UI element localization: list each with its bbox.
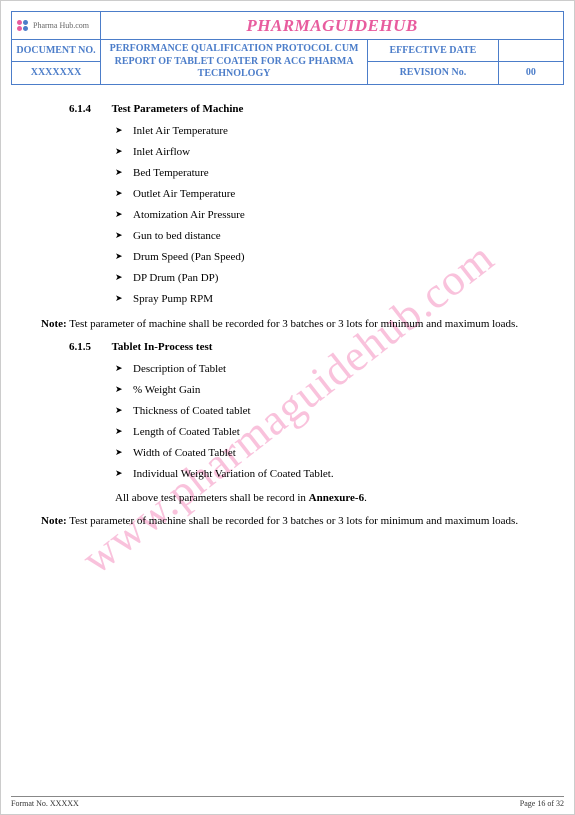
brand-title: PHARMAGUIDEHUB bbox=[101, 12, 564, 40]
logo-dots-icon bbox=[16, 20, 30, 32]
list-item: Width of Coated Tablet bbox=[115, 447, 534, 459]
list-item: Thickness of Coated tablet bbox=[115, 405, 534, 417]
effective-date-value bbox=[498, 40, 563, 62]
annexure-line: All above test parameters shall be recor… bbox=[115, 492, 534, 504]
section-614-list: Inlet Air Temperature Inlet Airflow Bed … bbox=[115, 125, 534, 305]
list-item: Bed Temperature bbox=[115, 167, 534, 179]
header-table: Pharma Hub.com PHARMAGUIDEHUB DOCUMENT N… bbox=[11, 11, 564, 85]
section-615-num: 6.1.5 bbox=[69, 341, 109, 353]
section-614-title: Test Parameters of Machine bbox=[112, 103, 244, 115]
footer-format-no: Format No. XXXXX bbox=[11, 799, 79, 808]
footer-page-no: Page 16 of 32 bbox=[520, 799, 564, 808]
list-item: Individual Weight Variation of Coated Ta… bbox=[115, 468, 534, 480]
logo-text: Pharma Hub.com bbox=[33, 21, 89, 30]
note-2: Note: Test parameter of machine shall be… bbox=[41, 514, 534, 529]
list-item: DP Drum (Pan DP) bbox=[115, 272, 534, 284]
list-item: Gun to bed distance bbox=[115, 230, 534, 242]
doc-center-title: PERFORMANCE QUALIFICATION PROTOCOL CUM R… bbox=[101, 40, 368, 85]
content-body: 6.1.4 Test Parameters of Machine Inlet A… bbox=[11, 103, 564, 530]
section-615-list: Description of Tablet % Weight Gain Thic… bbox=[115, 363, 534, 480]
annexure-pre: All above test parameters shall be recor… bbox=[115, 492, 309, 504]
effective-date-label: EFFECTIVE DATE bbox=[368, 40, 499, 62]
list-item: Inlet Airflow bbox=[115, 146, 534, 158]
section-614-num: 6.1.4 bbox=[69, 103, 109, 115]
list-item: Outlet Air Temperature bbox=[115, 188, 534, 200]
list-item: Atomization Air Pressure bbox=[115, 209, 534, 221]
note-1: Note: Test parameter of machine shall be… bbox=[41, 317, 534, 332]
document-page: www.pharmaguidehub.com Pharma Hub.com PH… bbox=[1, 1, 574, 814]
doc-no-value: XXXXXXX bbox=[12, 62, 101, 84]
note-2-label: Note: bbox=[41, 515, 67, 527]
annexure-ref: Annexure-6 bbox=[309, 492, 364, 504]
note-2-text: Test parameter of machine shall be recor… bbox=[69, 515, 518, 527]
list-item: Spray Pump RPM bbox=[115, 293, 534, 305]
list-item: Description of Tablet bbox=[115, 363, 534, 375]
list-item: Inlet Air Temperature bbox=[115, 125, 534, 137]
list-item: % Weight Gain bbox=[115, 384, 534, 396]
list-item: Drum Speed (Pan Speed) bbox=[115, 251, 534, 263]
doc-no-label: DOCUMENT NO. bbox=[12, 40, 101, 62]
list-item: Length of Coated Tablet bbox=[115, 426, 534, 438]
revision-label: REVISION No. bbox=[368, 62, 499, 84]
annexure-post: . bbox=[364, 492, 367, 504]
brand-logo: Pharma Hub.com bbox=[16, 20, 96, 32]
page-footer: Format No. XXXXX Page 16 of 32 bbox=[11, 796, 564, 808]
logo-cell: Pharma Hub.com bbox=[12, 12, 101, 40]
section-614-heading: 6.1.4 Test Parameters of Machine bbox=[69, 103, 534, 115]
section-615-title: Tablet In-Process test bbox=[112, 341, 213, 353]
note-1-label: Note: bbox=[41, 318, 67, 330]
section-615-heading: 6.1.5 Tablet In-Process test bbox=[69, 341, 534, 353]
revision-value: 00 bbox=[498, 62, 563, 84]
note-1-text: Test parameter of machine shall be recor… bbox=[69, 318, 518, 330]
